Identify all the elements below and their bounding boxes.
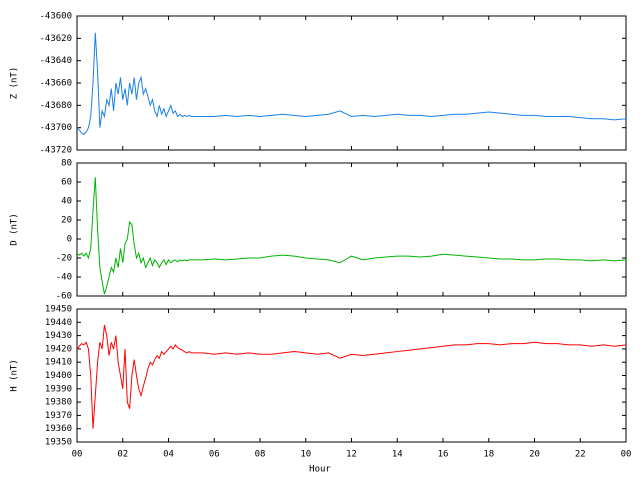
y-tick-label: 40 bbox=[61, 197, 72, 207]
y-tick-label: 19440 bbox=[45, 318, 72, 328]
y-tick-label: -43660 bbox=[39, 79, 72, 89]
y-tick-label: 0 bbox=[67, 235, 72, 245]
y-tick-label: 19370 bbox=[45, 411, 72, 421]
y-tick-label: -43720 bbox=[39, 146, 72, 156]
y-tick-label: -60 bbox=[56, 292, 72, 302]
data-line bbox=[76, 177, 627, 295]
x-tick-label: 08 bbox=[255, 450, 266, 460]
y-tick-label: -40 bbox=[56, 273, 72, 283]
data-line bbox=[76, 324, 627, 429]
data-line bbox=[76, 32, 627, 135]
x-tick-label: 10 bbox=[300, 450, 311, 460]
x-tick-label: 06 bbox=[209, 450, 220, 460]
y-tick-label: -43600 bbox=[39, 12, 72, 22]
y-tick-label: -43640 bbox=[39, 56, 72, 66]
y-tick-label: 19400 bbox=[45, 371, 72, 381]
y-axis-label: H (nT) bbox=[10, 359, 20, 392]
y-axis-label: Z (nT) bbox=[10, 67, 20, 100]
x-tick-label: 14 bbox=[392, 450, 403, 460]
x-tick-label: 00 bbox=[72, 450, 83, 460]
x-tick-label: 02 bbox=[117, 450, 128, 460]
x-tick-label: 04 bbox=[163, 450, 174, 460]
y-tick-label: -20 bbox=[56, 254, 72, 264]
y-tick-label: 19350 bbox=[45, 438, 72, 448]
y-axis-label: D (nT) bbox=[10, 213, 20, 246]
x-tick-label: 12 bbox=[346, 450, 357, 460]
plot-frame bbox=[76, 162, 627, 297]
y-tick-label: 19410 bbox=[45, 358, 72, 368]
y-tick-label: 19360 bbox=[45, 424, 72, 434]
x-tick-label: 16 bbox=[438, 450, 449, 460]
x-tick-label: 00 bbox=[621, 450, 632, 460]
x-tick-label: 20 bbox=[529, 450, 540, 460]
y-tick-label: 80 bbox=[61, 159, 72, 169]
x-axis-label: Hour bbox=[309, 465, 331, 475]
x-tick-label: 22 bbox=[575, 450, 586, 460]
y-tick-label: 19390 bbox=[45, 384, 72, 394]
y-tick-label: -43680 bbox=[39, 101, 72, 111]
x-tick-label: 18 bbox=[483, 450, 494, 460]
y-tick-label: -43620 bbox=[39, 34, 72, 44]
y-tick-label: 20 bbox=[61, 216, 72, 226]
y-tick-label: 19430 bbox=[45, 331, 72, 341]
y-tick-label: 19450 bbox=[45, 305, 72, 315]
plot-frame bbox=[76, 308, 627, 443]
y-tick-label: -43700 bbox=[39, 123, 72, 133]
y-tick-label: 19420 bbox=[45, 344, 72, 354]
plot-frame bbox=[76, 15, 627, 151]
y-tick-label: 19380 bbox=[45, 398, 72, 408]
y-tick-label: 60 bbox=[61, 178, 72, 188]
